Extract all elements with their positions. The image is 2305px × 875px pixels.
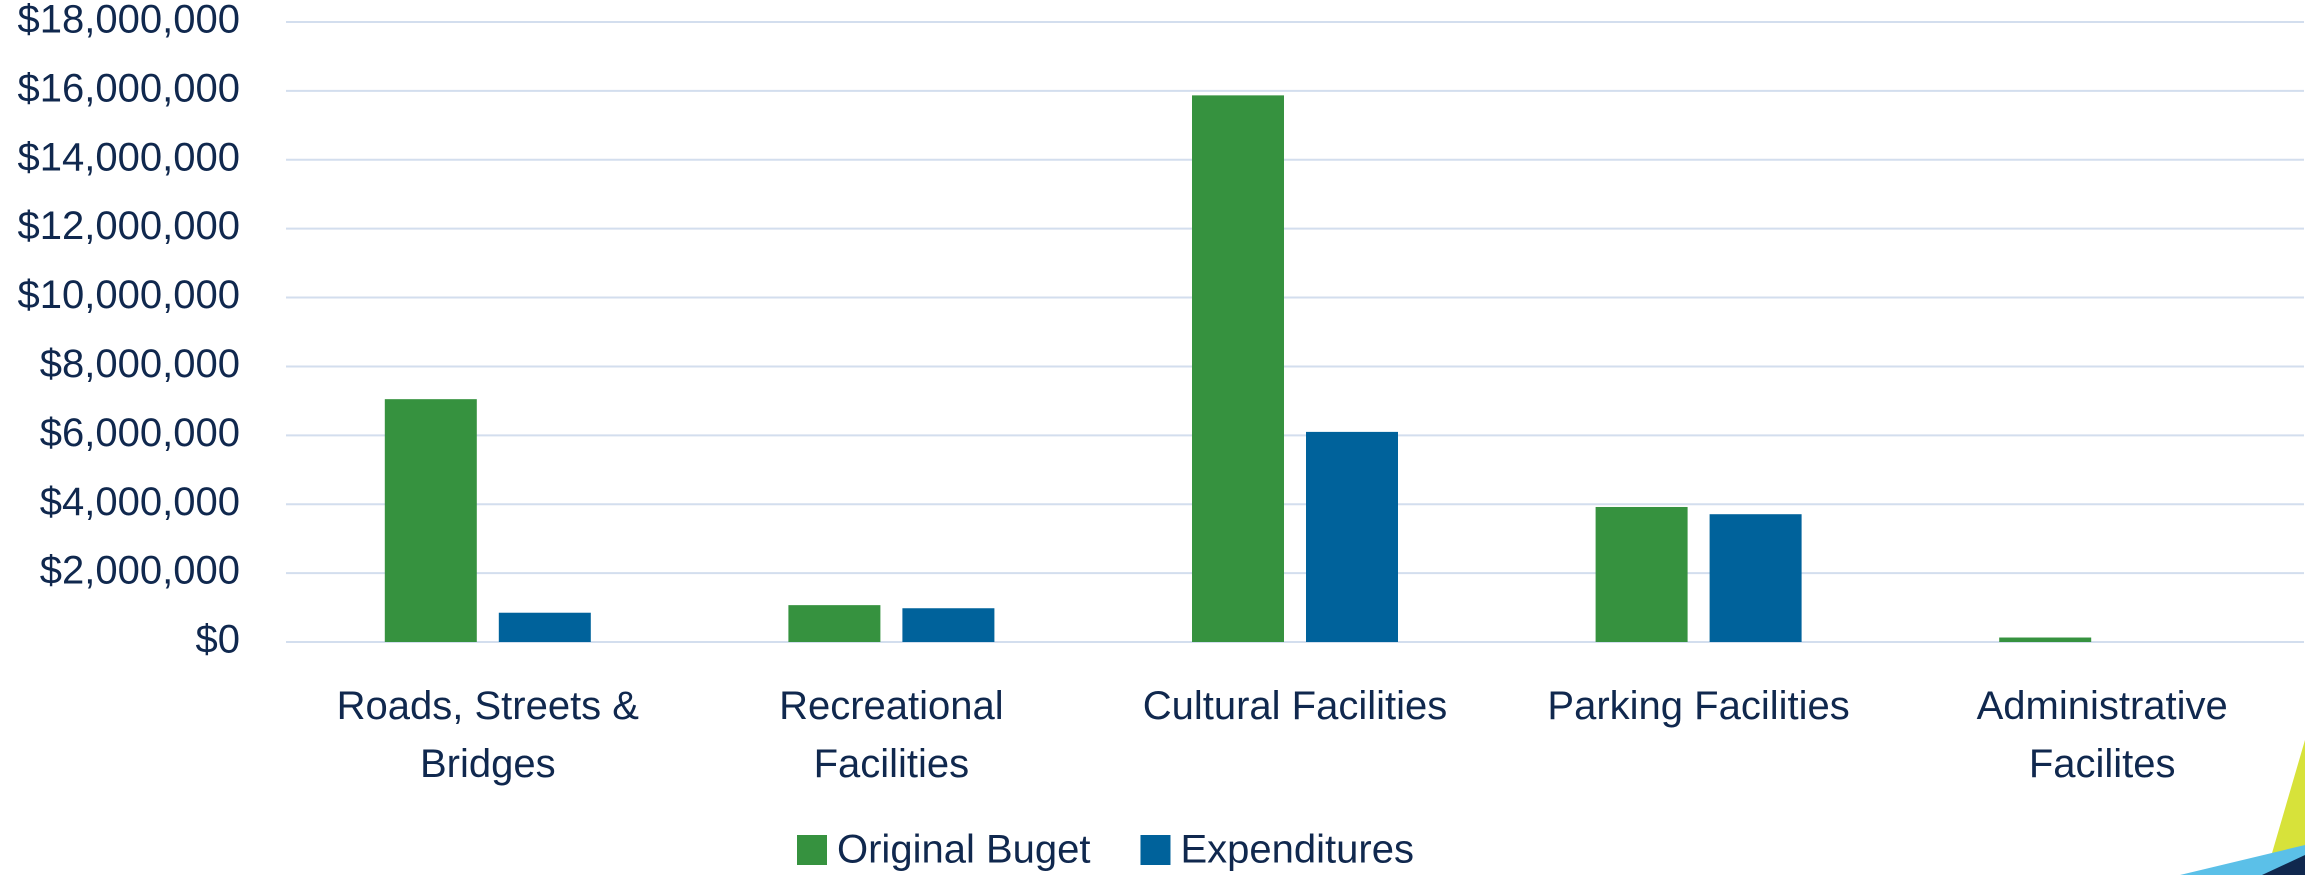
x-tick-label: Roads, Streets & Bridges: [336, 684, 639, 786]
bar: [902, 608, 995, 642]
y-tick-label: $4,000,000: [40, 480, 240, 524]
y-tick-label: $12,000,000: [18, 204, 240, 248]
bar: [788, 605, 881, 642]
bar: [1306, 431, 1398, 642]
corner-decoration: [2180, 740, 2305, 875]
bar: [1192, 95, 1284, 642]
y-tick-label: $8,000,000: [40, 342, 240, 386]
x-tick-label: Administrative Facilites: [1976, 684, 2228, 786]
y-tick-label: $2,000,000: [40, 549, 240, 593]
x-tick-label: Cultural Facilities: [1142, 684, 1448, 728]
y-tick-label: $16,000,000: [18, 66, 240, 110]
y-tick-label: $14,000,000: [18, 135, 240, 179]
y-tick-label: $10,000,000: [18, 273, 240, 317]
bar: [384, 399, 477, 642]
y-tick-label: $0: [196, 618, 241, 662]
legend-swatch: [1140, 835, 1171, 865]
decor-navy: [2262, 855, 2305, 875]
decor-yellow: [2262, 740, 2305, 875]
x-tick-label: Parking Facilities: [1547, 684, 1850, 728]
decor-blue: [2180, 845, 2305, 875]
x-tick-label: Recreational Facilities: [779, 684, 1004, 786]
y-tick-label: $6,000,000: [40, 411, 240, 455]
legend-label: Original Buget: [837, 828, 1090, 872]
legend-label: Expenditures: [1180, 828, 1413, 872]
bar: [1595, 506, 1688, 642]
bar: [1999, 637, 2092, 642]
bar: [1709, 514, 1802, 642]
legend-swatch: [797, 835, 827, 865]
bar: [498, 612, 591, 642]
y-tick-label: $18,000,000: [18, 0, 240, 42]
